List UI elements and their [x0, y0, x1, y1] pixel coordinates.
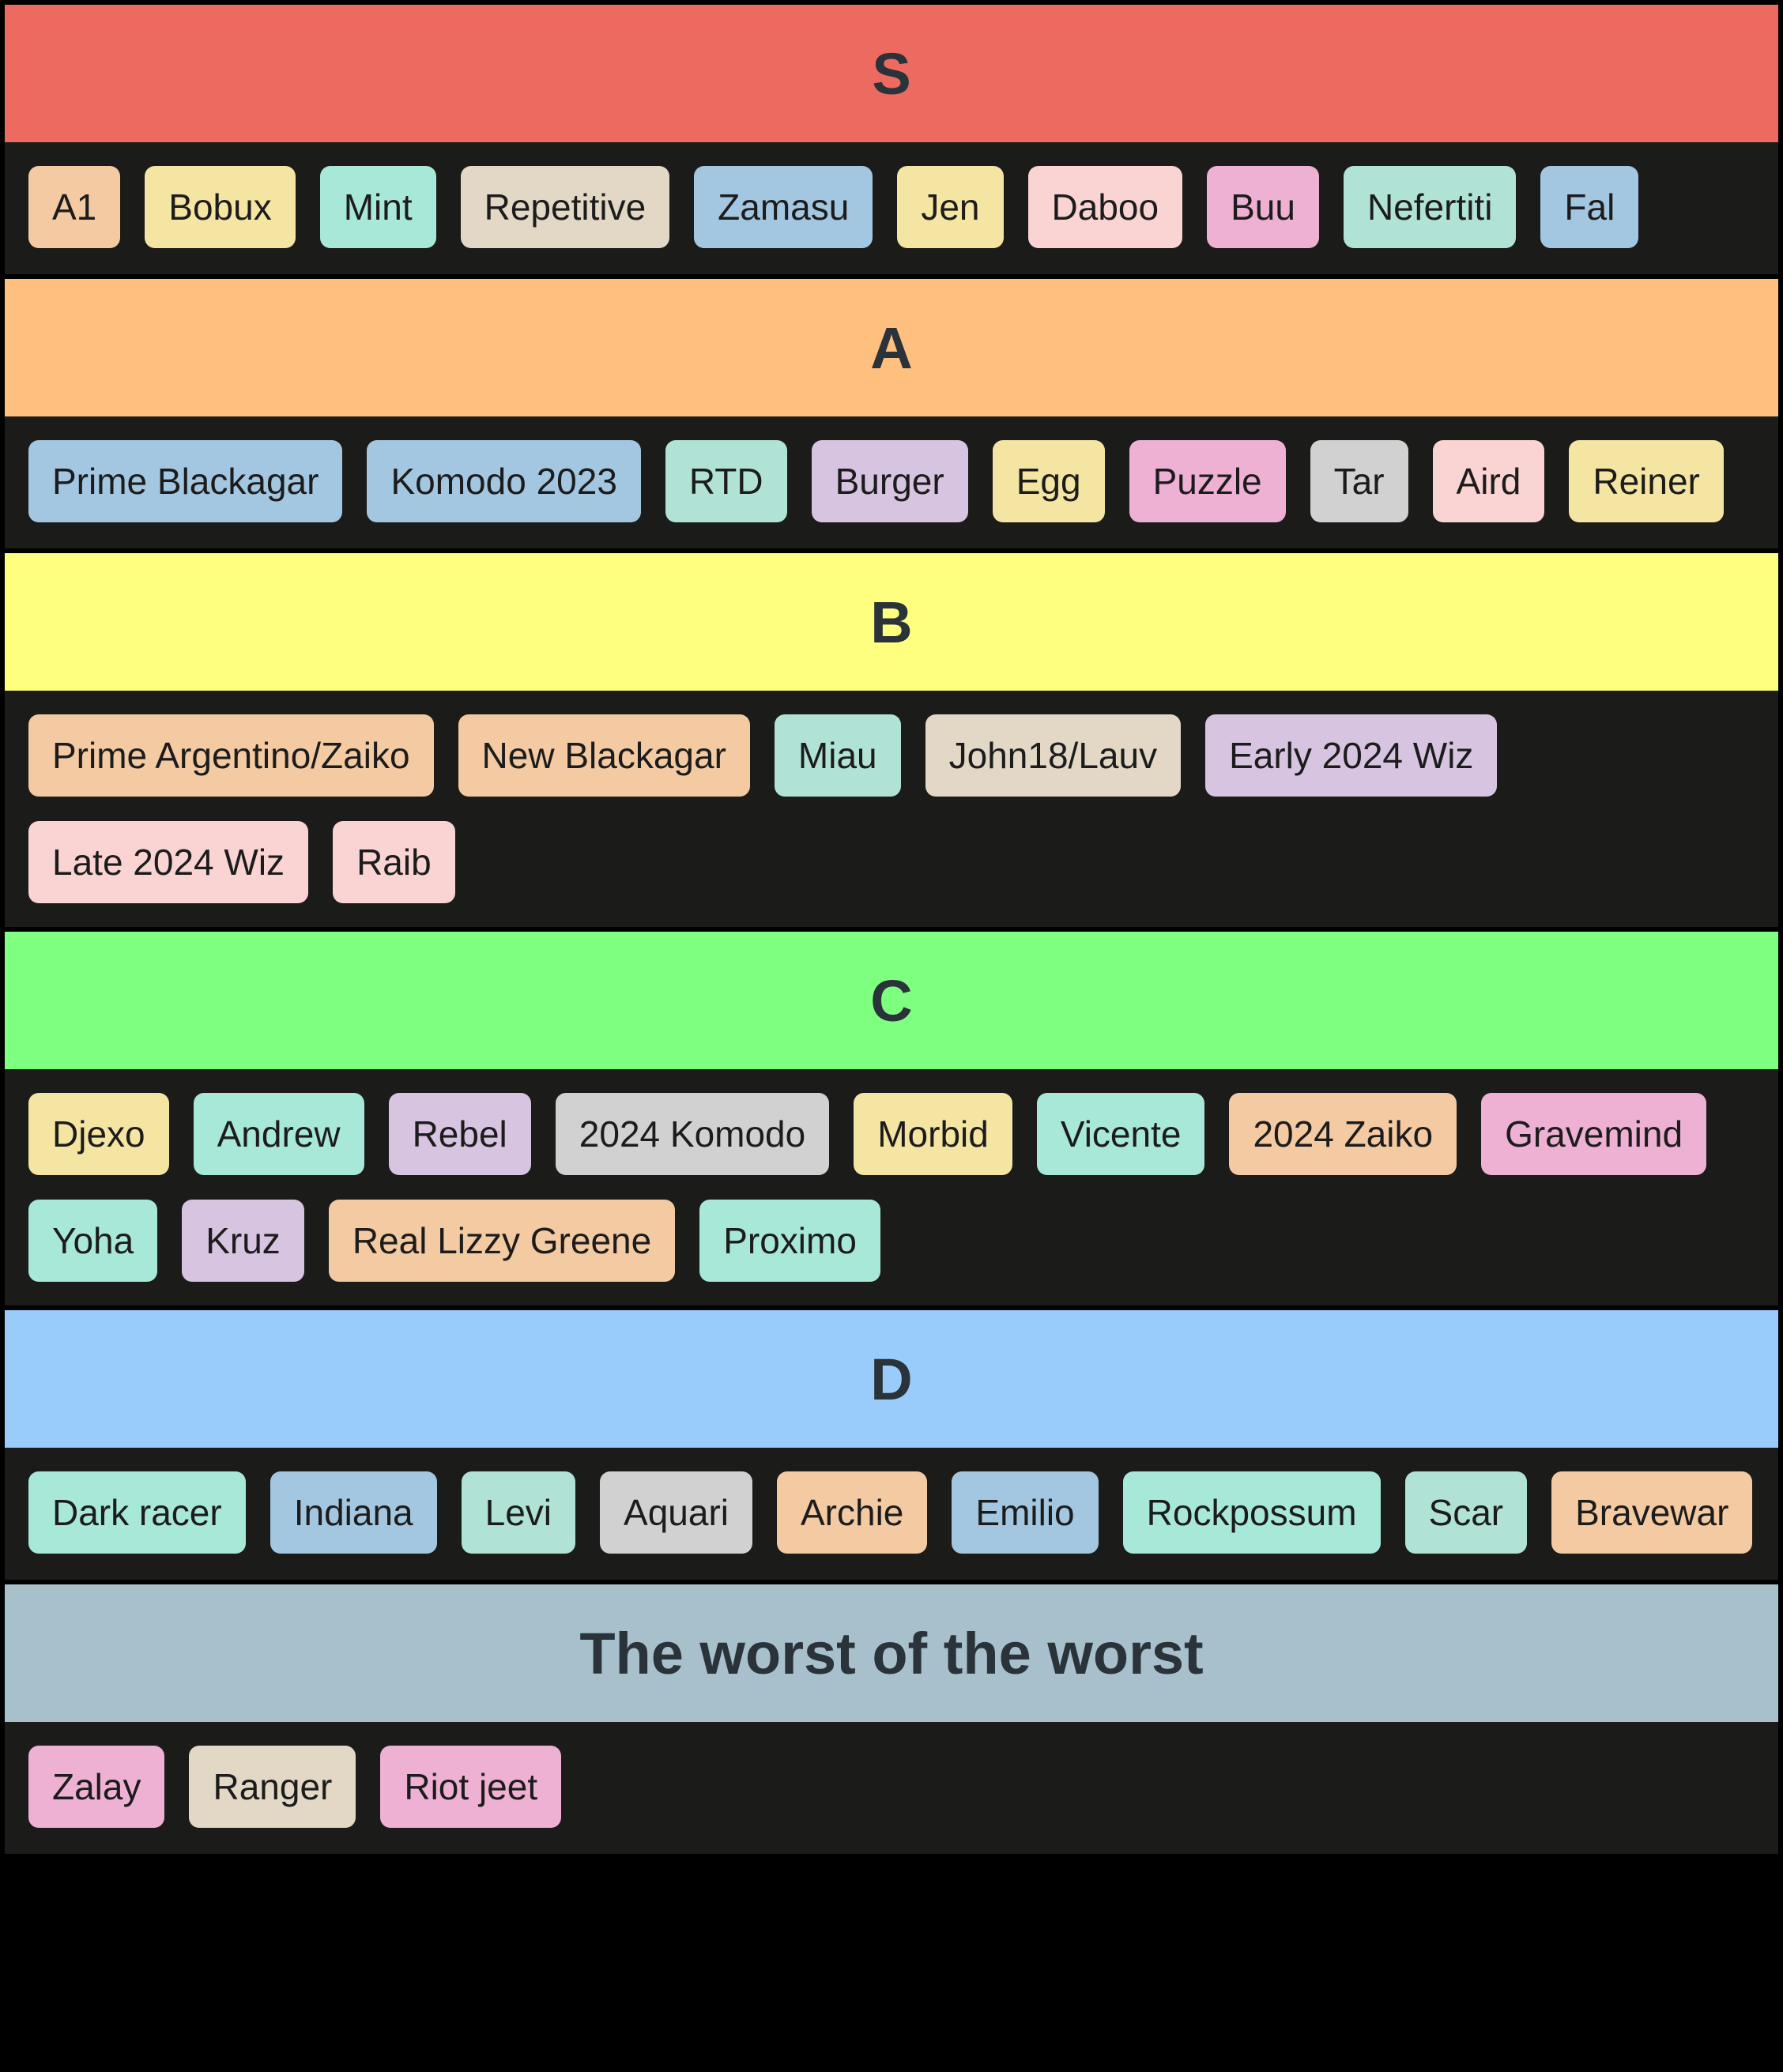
tier-item[interactable]: Emilio	[952, 1471, 1099, 1554]
tier-label: S	[872, 40, 911, 107]
tier-item[interactable]: Raib	[333, 821, 455, 903]
tier-item[interactable]: Kruz	[182, 1200, 304, 1282]
tier-item[interactable]: Prime Argentino/Zaiko	[28, 714, 434, 797]
tier-item[interactable]: Egg	[992, 440, 1105, 522]
tier-item[interactable]: Aquari	[600, 1471, 752, 1554]
tier-item[interactable]: Tar	[1310, 440, 1408, 522]
tier-item[interactable]: Jen	[897, 166, 1004, 248]
tier-list: S A1 Bobux Mint Repetitive Zamasu Jen Da…	[5, 5, 1778, 1854]
tier-item[interactable]: Gravemind	[1481, 1093, 1707, 1175]
tier-item[interactable]: Indiana	[270, 1471, 437, 1554]
tier-label: A	[870, 315, 913, 381]
tier-item[interactable]: Daboo	[1027, 166, 1183, 248]
tier-header: D	[5, 1310, 1778, 1448]
tier-item[interactable]: Bravewar	[1551, 1471, 1753, 1554]
tier-item[interactable]: Aird	[1432, 440, 1545, 522]
tier-worst: The worst of the worst Zalay Ranger Riot…	[5, 1584, 1778, 1854]
tier-item[interactable]: 2024 Komodo	[555, 1093, 830, 1175]
tier-item[interactable]: Miau	[774, 714, 901, 797]
tier-item[interactable]: Repetitive	[460, 166, 670, 248]
tier-header: S	[5, 5, 1778, 142]
tier-header: B	[5, 553, 1778, 691]
tier-item[interactable]: Bobux	[145, 166, 296, 248]
tier-item[interactable]: Prime Blackagar	[28, 440, 343, 522]
tier-header: The worst of the worst	[5, 1584, 1778, 1722]
tier-label: D	[870, 1346, 913, 1412]
tier-item[interactable]: Zalay	[28, 1746, 165, 1828]
tier-item[interactable]: Mint	[319, 166, 436, 248]
tier-item[interactable]: Andrew	[193, 1093, 364, 1175]
tier-c: C Djexo Andrew Rebel 2024 Komodo Morbid …	[5, 932, 1778, 1305]
tier-item[interactable]: Real Lizzy Greene	[328, 1200, 676, 1282]
tier-item[interactable]: Archie	[777, 1471, 928, 1554]
tier-label: The worst of the worst	[579, 1620, 1204, 1686]
tier-header: C	[5, 932, 1778, 1069]
tier-item[interactable]: Riot jeet	[380, 1746, 562, 1828]
tier-item[interactable]: Burger	[811, 440, 968, 522]
tier-header: A	[5, 279, 1778, 416]
tier-item[interactable]: Fal	[1540, 166, 1639, 248]
tier-items[interactable]: Djexo Andrew Rebel 2024 Komodo Morbid Vi…	[5, 1069, 1778, 1305]
tier-item[interactable]: Early 2024 Wiz	[1205, 714, 1498, 797]
tier-items[interactable]: Dark racer Indiana Levi Aquari Archie Em…	[5, 1448, 1778, 1580]
tier-label: B	[870, 589, 913, 655]
tier-item[interactable]: Zamasu	[694, 166, 873, 248]
tier-s: S A1 Bobux Mint Repetitive Zamasu Jen Da…	[5, 5, 1778, 274]
tier-item[interactable]: RTD	[665, 440, 787, 522]
tier-item[interactable]: New Blackagar	[458, 714, 750, 797]
tier-item[interactable]: Late 2024 Wiz	[28, 821, 309, 903]
tier-a: A Prime Blackagar Komodo 2023 RTD Burger…	[5, 279, 1778, 548]
tier-items[interactable]: Zalay Ranger Riot jeet	[5, 1722, 1778, 1854]
tier-d: D Dark racer Indiana Levi Aquari Archie …	[5, 1310, 1778, 1580]
tier-items[interactable]: A1 Bobux Mint Repetitive Zamasu Jen Dabo…	[5, 142, 1778, 274]
tier-item[interactable]: Yoha	[28, 1200, 158, 1282]
tier-item[interactable]: Morbid	[854, 1093, 1012, 1175]
tier-items[interactable]: Prime Blackagar Komodo 2023 RTD Burger E…	[5, 416, 1778, 548]
tier-item[interactable]: Buu	[1207, 166, 1319, 248]
tier-item[interactable]: A1	[28, 166, 121, 248]
tier-item[interactable]: Scar	[1404, 1471, 1528, 1554]
tier-item[interactable]: John18/Lauv	[925, 714, 1182, 797]
tier-items[interactable]: Prime Argentino/Zaiko New Blackagar Miau…	[5, 691, 1778, 927]
tier-item[interactable]: Reiner	[1569, 440, 1724, 522]
tier-item[interactable]: Rockpossum	[1122, 1471, 1381, 1554]
tier-b: B Prime Argentino/Zaiko New Blackagar Mi…	[5, 553, 1778, 927]
tier-item[interactable]: Komodo 2023	[367, 440, 641, 522]
tier-label: C	[870, 967, 913, 1034]
tier-item[interactable]: Dark racer	[28, 1471, 246, 1554]
tier-item[interactable]: Nefertiti	[1343, 166, 1517, 248]
tier-item[interactable]: Vicente	[1036, 1093, 1205, 1175]
tier-item[interactable]: Rebel	[388, 1093, 531, 1175]
tier-item[interactable]: Djexo	[28, 1093, 169, 1175]
tier-item[interactable]: Levi	[461, 1471, 576, 1554]
tier-item[interactable]: Proximo	[699, 1200, 880, 1282]
tier-item[interactable]: Ranger	[189, 1746, 356, 1828]
tier-item[interactable]: 2024 Zaiko	[1229, 1093, 1457, 1175]
tier-item[interactable]: Puzzle	[1129, 440, 1286, 522]
